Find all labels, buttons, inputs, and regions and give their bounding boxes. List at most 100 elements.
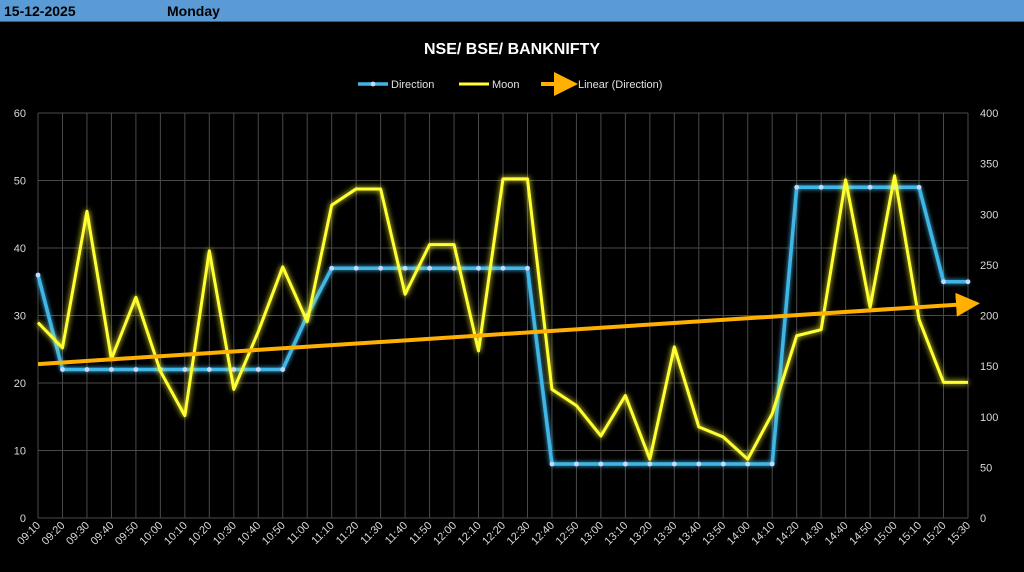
x-tick-label: 11:20: [334, 520, 361, 547]
x-tick-label: 11:40: [383, 520, 410, 547]
header-bar: 15-12-2025 Monday: [0, 0, 1024, 22]
legend-direction-marker: [370, 81, 376, 87]
direction-point: [965, 279, 971, 285]
x-tick-label: 13:50: [700, 520, 728, 548]
direction-point: [696, 461, 702, 467]
line-chart: NSE/ BSE/ BANKNIFTY Direction Moon Linear …: [14, 41, 999, 548]
right-axis: 0 50 100 150 200 250 300 350 400: [980, 108, 998, 525]
direction-point: [476, 265, 481, 271]
x-tick-label: 12:30: [505, 520, 533, 548]
direction-point: [329, 265, 335, 271]
direction-point: [941, 279, 946, 285]
left-tick-label: 30: [14, 311, 26, 323]
direction-point: [525, 265, 530, 271]
direction-point: [402, 265, 408, 271]
direction-point: [427, 265, 432, 271]
x-tick-label: 09:50: [113, 520, 141, 548]
direction-point: [818, 184, 824, 190]
direction-point: [916, 184, 922, 190]
legend-direction-label: Direction: [391, 79, 434, 91]
direction-point: [769, 461, 775, 467]
direction-point: [133, 367, 139, 372]
x-tick-label: 12:50: [554, 520, 582, 548]
direction-point: [60, 367, 65, 372]
x-tick-label: 14:50: [847, 520, 875, 548]
direction-point: [84, 367, 90, 372]
right-tick-label: 350: [980, 159, 998, 171]
direction-point: [720, 461, 726, 467]
direction-point: [182, 367, 188, 372]
right-tick-label: 150: [980, 361, 998, 373]
header-date: 15-12-2025: [4, 3, 76, 19]
direction-point: [574, 461, 579, 467]
direction-point: [231, 367, 237, 372]
direction-point: [451, 265, 457, 271]
legend-trend-label: Linear (Direction): [578, 79, 662, 91]
direction-point: [378, 265, 384, 271]
right-tick-label: 400: [980, 108, 998, 120]
x-tick-label: 10:10: [162, 520, 190, 548]
legend-moon-label: Moon: [492, 79, 520, 91]
left-axis: 0 10 20 30 40 50 60: [14, 108, 26, 525]
right-tick-label: 100: [980, 412, 998, 424]
x-tick-label: 14:20: [774, 520, 802, 548]
x-tick-label: 12:40: [529, 520, 557, 548]
left-tick-label: 10: [14, 446, 26, 458]
series-trend-line: [37, 292, 980, 367]
chart-title: NSE/ BSE/ BANKNIFTY: [424, 41, 600, 58]
x-tick-label: 15:10: [896, 520, 924, 548]
x-tick-label: 11:10: [309, 520, 336, 547]
x-tick-label: 14:40: [823, 520, 851, 548]
left-tick-label: 40: [14, 243, 26, 255]
x-tick-label: 14:30: [798, 520, 826, 548]
x-tick-label: 11:30: [358, 520, 385, 547]
x-tick-label: 10:50: [260, 520, 288, 548]
x-tick-label: 12:20: [480, 520, 508, 548]
x-tick-label: 10:20: [186, 520, 214, 548]
direction-point: [794, 184, 800, 190]
legend: Direction Moon Linear (Direction): [358, 72, 662, 96]
x-tick-label: 09:40: [89, 520, 117, 548]
series-moon-line: [36, 174, 968, 461]
direction-point: [647, 461, 653, 467]
x-tick-label: 13:30: [651, 520, 679, 548]
x-tick-label: 09:30: [64, 520, 92, 548]
left-tick-label: 50: [14, 176, 26, 188]
x-tick-label: 13:10: [603, 520, 631, 548]
x-tick-label: 11:50: [407, 520, 434, 547]
direction-point: [255, 367, 261, 372]
direction-point: [353, 265, 359, 271]
direction-point: [671, 461, 677, 467]
x-tick-label: 14:00: [725, 520, 753, 548]
left-tick-label: 60: [14, 108, 26, 120]
direction-point: [549, 461, 555, 467]
direction-point: [867, 184, 873, 190]
x-tick-label: 15:20: [921, 520, 949, 548]
right-tick-label: 200: [980, 311, 998, 323]
x-tick-label: 13:20: [627, 520, 655, 548]
direction-point: [500, 265, 506, 271]
direction-point: [280, 367, 286, 372]
right-tick-label: 0: [980, 513, 986, 525]
direction-point: [206, 367, 212, 372]
direction-point: [622, 461, 628, 467]
left-tick-label: 0: [20, 513, 26, 525]
x-tick-label: 09:20: [40, 520, 68, 548]
series-layer: [35, 174, 980, 467]
right-tick-label: 250: [980, 260, 998, 272]
right-tick-label: 50: [980, 462, 992, 474]
x-tick-label: 13:40: [676, 520, 704, 548]
direction-point: [598, 461, 604, 467]
header-day: Monday: [167, 3, 220, 19]
x-tick-label: 14:10: [749, 520, 777, 548]
x-tick-label: 11:00: [285, 520, 312, 547]
x-tick-label: 15:30: [945, 520, 973, 548]
x-tick-label: 10:30: [211, 520, 239, 548]
right-tick-label: 300: [980, 209, 998, 221]
direction-point: [35, 272, 41, 278]
direction-point: [109, 367, 114, 372]
x-tick-label: 15:00: [872, 520, 900, 548]
x-tick-label: 10:40: [235, 520, 263, 548]
left-tick-label: 20: [14, 378, 26, 390]
direction-point: [745, 461, 751, 467]
